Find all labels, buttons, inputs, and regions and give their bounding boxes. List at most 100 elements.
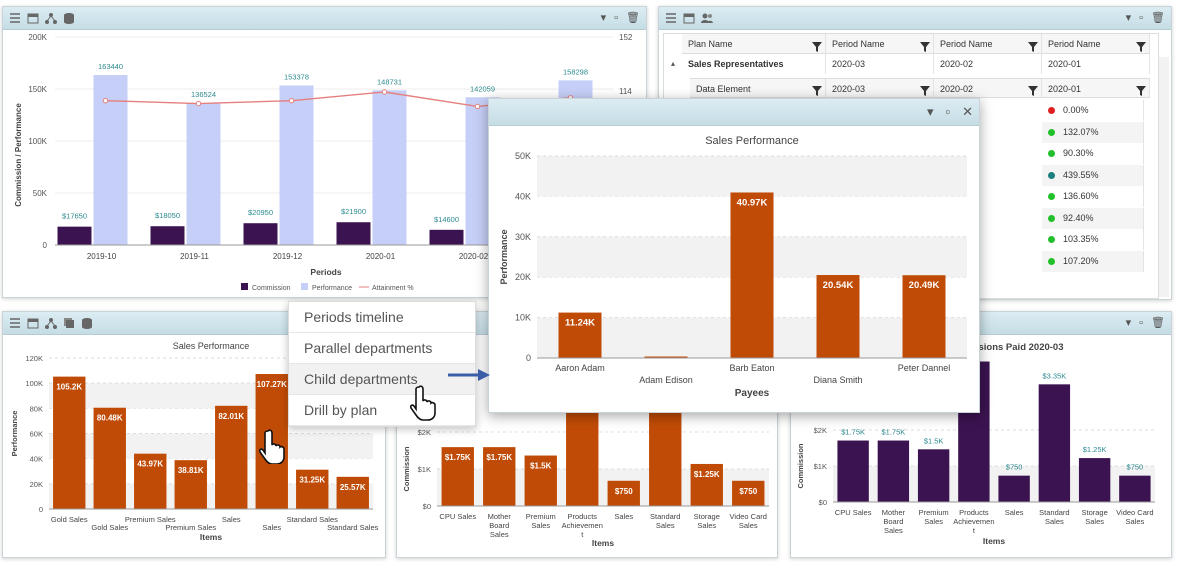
data-label: $1.75K	[486, 453, 512, 462]
list-icon[interactable]	[9, 316, 21, 328]
legend-label: Performance	[312, 285, 352, 292]
y-tick-label: 150K	[28, 85, 47, 94]
attainment-point	[381, 89, 388, 95]
status-dot-icon	[1048, 171, 1055, 179]
data-label: $750	[1127, 463, 1144, 472]
chevron-down-icon[interactable]: ▾	[600, 12, 607, 24]
column-header[interactable]: Plan Name	[682, 34, 826, 54]
x-tick-label: Standard Sales	[327, 523, 379, 532]
filter-icon[interactable]	[1028, 83, 1038, 96]
list-icon[interactable]	[9, 11, 21, 23]
window-icon[interactable]: ▫	[945, 104, 951, 119]
context-menu: Periods timeline Parallel departments Ch…	[288, 301, 476, 427]
y-tick-label: 20K	[30, 480, 43, 489]
filter-icon[interactable]	[1136, 83, 1146, 96]
filter-icon[interactable]	[920, 39, 930, 52]
status-dot-icon	[1048, 128, 1055, 136]
data-label: 40.97K	[737, 197, 768, 208]
bar	[1038, 384, 1071, 502]
attainment-cell: 90.30%	[1042, 143, 1144, 164]
x-tick-label: Barb Eaton	[729, 363, 774, 373]
attainment-value: 92.40%	[1063, 212, 1094, 223]
sub-column-header[interactable]: 2020-01	[1042, 78, 1150, 98]
filter-icon[interactable]	[812, 39, 822, 52]
commission-bar	[150, 226, 185, 245]
filter-icon[interactable]	[1028, 39, 1038, 52]
x-tick-label: CPU Sales	[835, 508, 872, 517]
x-tick-label: Storage	[694, 512, 720, 521]
data-label: 11.24K	[565, 318, 595, 329]
column-header[interactable]: Period Name	[1042, 34, 1150, 54]
sub-column-header[interactable]: 2020-02	[934, 78, 1042, 98]
x-tick-label: Sales	[490, 530, 509, 539]
performance-bar	[372, 90, 407, 245]
x-tick-label: Products	[567, 512, 597, 521]
database-icon[interactable]	[63, 11, 75, 24]
x-tick-label: Board	[883, 517, 903, 526]
y-tick-label: 20K	[515, 272, 531, 282]
bar	[215, 405, 248, 509]
scrollbar[interactable]	[1158, 57, 1169, 297]
bar	[483, 447, 516, 506]
calendar-icon[interactable]	[27, 316, 39, 329]
panel-header: ▾ ▫ 🗑	[659, 7, 1171, 30]
data-label: 142059	[470, 84, 495, 93]
menu-item-drill-by-plan[interactable]: Drill by plan	[289, 395, 475, 426]
x-tick-label: Achievemen	[562, 521, 603, 530]
data-label: 158298	[563, 67, 588, 76]
people-icon[interactable]	[701, 11, 713, 23]
data-label: 163440	[98, 62, 123, 71]
hierarchy-icon[interactable]	[45, 316, 57, 329]
close-icon[interactable]: ✕	[962, 104, 973, 119]
window-icon[interactable]: ▫	[1139, 12, 1144, 24]
sub-column-header[interactable]: Data Element	[690, 78, 826, 98]
x-tick-label: Board	[489, 521, 509, 530]
x-tick-label: Premium	[526, 512, 556, 521]
attainment-value: 0.00%	[1063, 105, 1089, 115]
trash-icon[interactable]: 🗑	[626, 12, 640, 24]
y-tick-label: 100K	[25, 379, 43, 388]
chevron-down-icon[interactable]: ▾	[1125, 317, 1132, 329]
bar	[644, 356, 688, 358]
status-dot-icon	[1048, 193, 1055, 201]
x-axis-title: Payees	[735, 388, 770, 399]
data-label: 136524	[191, 90, 216, 99]
trash-icon[interactable]: 🗑	[1151, 317, 1165, 329]
performance-bar	[279, 85, 314, 245]
bar-chart: 0 10K 20K 30K 40K 50K 11.24K Aaron Adam Adam Edi…	[499, 135, 967, 399]
attainment-cell: 103.35%	[1042, 229, 1144, 250]
filter-icon[interactable]	[920, 83, 930, 96]
filter-icon[interactable]	[812, 83, 822, 96]
menu-item-child-departments[interactable]: Child departments	[289, 364, 475, 395]
database-icon[interactable]	[81, 316, 93, 329]
bar-chart: $0 $1K $2K $1.75K CPU Sales $1.75K MotherBoard…	[402, 393, 769, 548]
layers-icon[interactable]	[63, 316, 75, 328]
menu-item-parallel-departments[interactable]: Parallel departments	[289, 333, 475, 364]
chevron-down-icon[interactable]: ▾	[1125, 12, 1132, 24]
filter-icon[interactable]	[1136, 39, 1146, 52]
column-header[interactable]: Period Name	[934, 34, 1042, 54]
list-icon[interactable]	[665, 11, 677, 23]
y-tick-label: 0	[39, 505, 43, 514]
column-header[interactable]: Period Name	[826, 34, 934, 54]
trash-icon[interactable]: 🗑	[1151, 12, 1165, 24]
performance-bar	[93, 75, 128, 245]
x-tick-label: Achievemen	[953, 517, 994, 526]
data-label: $20950	[248, 208, 273, 217]
data-label: $750	[739, 487, 757, 496]
hierarchy-icon[interactable]	[45, 11, 57, 24]
data-label: $18050	[155, 211, 180, 220]
menu-item-periods-timeline[interactable]: Periods timeline	[289, 302, 475, 333]
sub-column-header[interactable]: 2020-03	[826, 78, 934, 98]
calendar-icon[interactable]	[27, 11, 39, 24]
window-icon[interactable]: ▫	[614, 12, 619, 24]
performance-bar	[186, 103, 221, 245]
expand-icon[interactable]: ▴	[671, 59, 676, 68]
calendar-icon[interactable]	[683, 11, 695, 24]
data-grid: Plan Name Period Name Period Name Period Na…	[663, 33, 1159, 299]
window-icon[interactable]: ▫	[1139, 317, 1144, 329]
x-tick-label: Adam Edison	[639, 375, 693, 385]
chevron-down-icon[interactable]: ▾	[926, 104, 934, 119]
data-label: 20.54K	[823, 280, 854, 291]
x-tick-label: Sales	[222, 515, 241, 524]
